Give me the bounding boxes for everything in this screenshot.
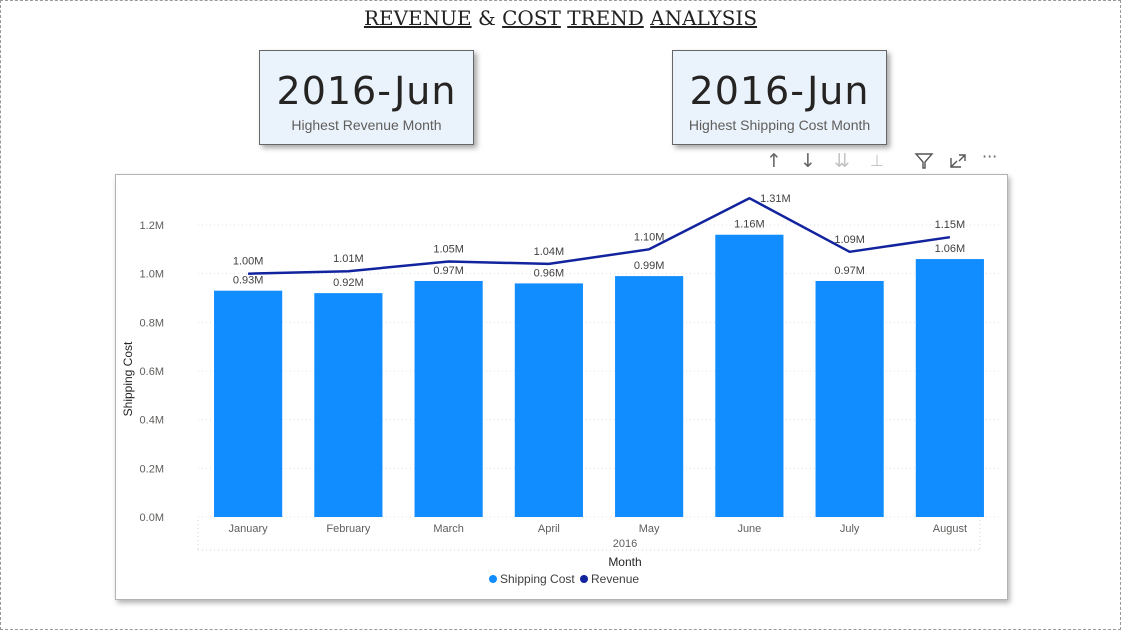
x-axis-title: Month xyxy=(608,555,641,569)
x-tick-label: June xyxy=(737,523,761,535)
kpi-label: Highest Shipping Cost Month xyxy=(688,117,871,133)
data-label-revenue: 1.15M xyxy=(935,219,966,231)
kpi-card-highest-shipping-cost-month[interactable]: 2016-Jun Highest Shipping Cost Month xyxy=(672,50,887,145)
bar-shipping-cost xyxy=(214,290,283,517)
bar-shipping-cost xyxy=(615,276,684,517)
bar-shipping-cost xyxy=(715,234,784,517)
y-axis-title: Shipping Cost xyxy=(121,341,135,416)
data-label-shipping-cost: 1.16M xyxy=(734,219,765,231)
kpi-value: 2016-Jun xyxy=(276,69,457,113)
data-label-revenue: 1.10M xyxy=(634,231,665,243)
x-tick-label: March xyxy=(433,523,464,535)
chart-svg: 0.0M 0.2M 0.4M 0.6M 0.8M 1.0M 1.2M January Febru… xyxy=(121,193,1000,586)
visual-header-toolbar: ↑ ↓ ⇊ ⊥ ··· xyxy=(760,147,1010,172)
bar-shipping-cost xyxy=(815,280,884,517)
drill-down-icon[interactable]: ⇊ xyxy=(834,150,850,172)
bar-shipping-cost xyxy=(314,293,383,517)
arrow-up-icon[interactable]: ↑ xyxy=(766,150,782,172)
page-title: REVENUE & COST TREND ANALYSIS xyxy=(0,6,1121,30)
title-word: TREND xyxy=(567,6,644,30)
data-label-revenue: 1.04M xyxy=(534,246,565,258)
legend-label-revenue: Revenue xyxy=(591,572,639,586)
title-word: ANALYSIS xyxy=(650,6,758,30)
title-word: REVENUE xyxy=(363,6,472,30)
data-label-revenue: 1.01M xyxy=(333,253,364,265)
legend-marker-revenue xyxy=(580,575,588,583)
bar-shipping-cost xyxy=(915,259,984,517)
bar-shipping-cost xyxy=(414,280,483,517)
legend-label-shipping-cost: Shipping Cost xyxy=(500,572,575,586)
data-label-shipping-cost: 0.99M xyxy=(634,260,665,272)
y-tick-label: 0.2M xyxy=(140,463,164,475)
kpi-card-highest-revenue-month[interactable]: 2016-Jun Highest Revenue Month xyxy=(259,50,474,145)
y-tick-label: 1.2M xyxy=(140,220,164,232)
y-tick-label: 0.8M xyxy=(140,317,164,329)
legend-marker-shipping-cost xyxy=(489,575,497,583)
kpi-value: 2016-Jun xyxy=(689,69,870,113)
data-label-shipping-cost: 0.96M xyxy=(534,267,565,279)
filter-icon[interactable] xyxy=(914,152,934,170)
x-tick-label: August xyxy=(933,523,967,535)
data-label-shipping-cost: 0.93M xyxy=(233,275,264,287)
data-label-shipping-cost: 1.06M xyxy=(935,243,966,255)
x-tick-label: April xyxy=(538,523,560,535)
line-revenue xyxy=(248,196,951,275)
data-label-shipping-cost: 0.97M xyxy=(433,265,464,277)
data-label-revenue: 1.05M xyxy=(433,244,464,256)
title-word: & xyxy=(477,6,496,30)
y-tick-label: 1.0M xyxy=(140,269,164,281)
y-tick-label: 0.0M xyxy=(140,512,164,524)
focus-mode-icon[interactable] xyxy=(948,152,968,170)
x-tick-label: February xyxy=(326,523,371,535)
x-group-label: 2016 xyxy=(613,538,637,550)
expand-hierarchy-icon[interactable]: ⊥ xyxy=(870,151,884,170)
data-label-shipping-cost: 0.97M xyxy=(834,265,865,277)
kpi-label: Highest Revenue Month xyxy=(291,117,442,133)
data-label-revenue: 1.31M xyxy=(760,193,791,205)
data-label-revenue: 1.00M xyxy=(233,256,264,268)
x-tick-label: January xyxy=(229,523,269,535)
y-tick-label: 0.6M xyxy=(140,366,164,378)
combo-chart-visual[interactable]: 0.0M 0.2M 0.4M 0.6M 0.8M 1.0M 1.2M January Febru… xyxy=(115,174,1008,600)
data-label-revenue: 1.09M xyxy=(834,234,865,246)
x-tick-label: July xyxy=(840,523,860,535)
more-options-icon[interactable]: ··· xyxy=(982,147,998,166)
y-tick-label: 0.4M xyxy=(140,415,164,427)
bar-shipping-cost xyxy=(514,283,583,517)
x-tick-label: May xyxy=(639,523,660,535)
title-word: COST xyxy=(502,6,561,30)
arrow-down-icon[interactable]: ↓ xyxy=(800,150,816,172)
data-label-shipping-cost: 0.92M xyxy=(333,277,364,289)
